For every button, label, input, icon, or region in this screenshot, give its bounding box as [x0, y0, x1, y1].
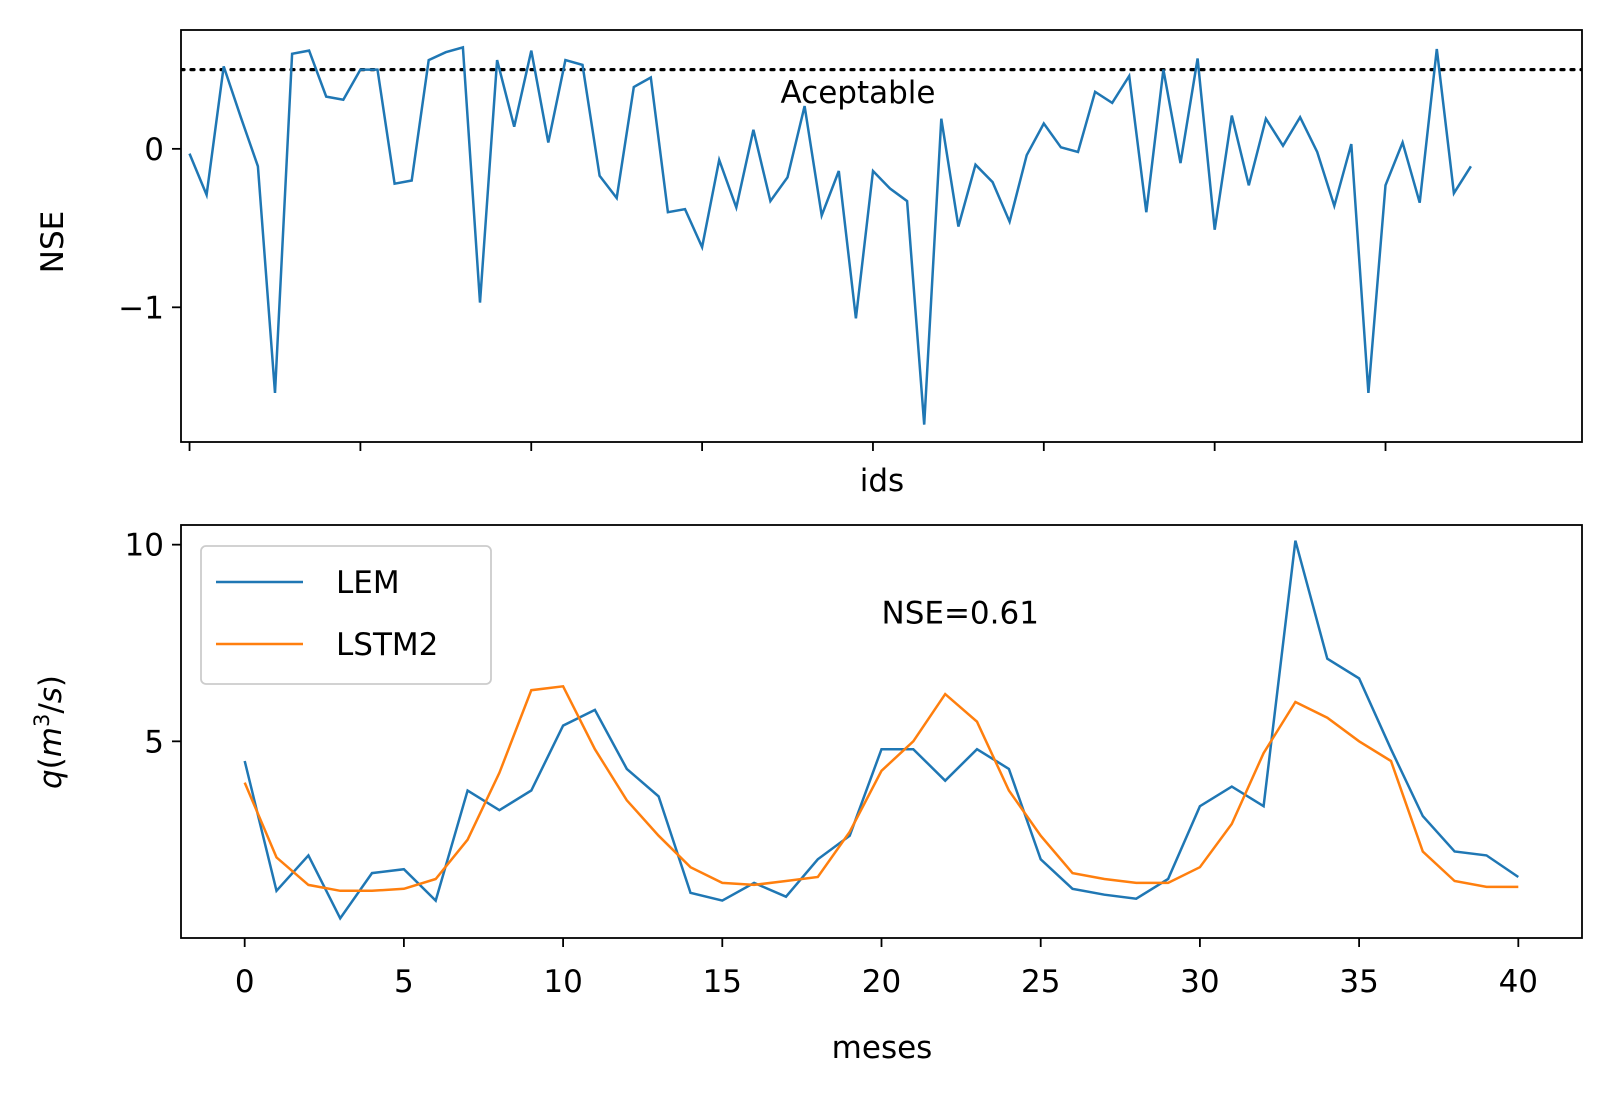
discharge-y-axis-label: q(m3/s)	[30, 675, 69, 789]
discharge-y-tick-label: 5	[144, 724, 164, 760]
legend-box	[200, 545, 492, 685]
nse-series	[188, 45, 1472, 425]
discharge-x-tick-label: 30	[1180, 964, 1219, 1000]
discharge-x-ticks: 0 5 10 15 20 25 30 35 40	[235, 938, 1538, 1000]
discharge-x-tick-label: 0	[235, 964, 255, 1000]
acceptable-label: Aceptable	[781, 75, 936, 111]
discharge-x-tick-label: 20	[862, 964, 901, 1000]
discharge-x-tick-label: 35	[1339, 964, 1378, 1000]
nse-chart: 0 −1 Aceptable ids NSE	[35, 29, 1583, 499]
legend: LEM LSTM2	[200, 545, 492, 685]
legend-label-lstm2: LSTM2	[336, 627, 438, 663]
discharge-x-axis-label: meses	[832, 1030, 933, 1066]
nse-y-tick-label: 0	[144, 132, 164, 168]
discharge-x-tick-label: 5	[394, 964, 414, 1000]
nse-y-ticks: 0 −1	[118, 132, 181, 326]
nse-x-axis-label: ids	[860, 463, 904, 499]
nse-score-annotation: NSE=0.61	[882, 595, 1039, 631]
nse-line	[188, 45, 1472, 425]
discharge-series	[243, 540, 1520, 921]
discharge-chart: 0 5 10 15 20 25 30 35 40 5 10 NSE=0.61 meses q(m3…	[30, 524, 1583, 1066]
discharge-x-tick-label: 40	[1499, 964, 1538, 1000]
discharge-x-tick-label: 15	[703, 964, 742, 1000]
nse-y-tick-label: −1	[118, 290, 164, 326]
series-line-lstm2	[243, 684, 1519, 893]
nse-x-ticks	[188, 442, 1387, 451]
legend-label-lem: LEM	[336, 565, 400, 601]
discharge-y-tick-label: 10	[125, 528, 164, 564]
discharge-y-ticks: 5 10	[125, 528, 181, 760]
discharge-x-tick-label: 10	[543, 964, 582, 1000]
nse-plot-frame	[180, 29, 1583, 443]
discharge-x-tick-label: 25	[1021, 964, 1060, 1000]
nse-y-axis-label: NSE	[35, 211, 71, 273]
